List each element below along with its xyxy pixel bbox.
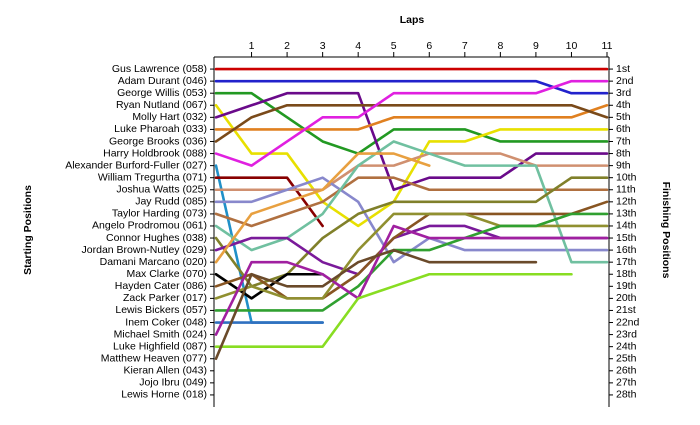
y-tick-label: Molly Hart (032)	[132, 111, 207, 123]
y-tick-label: Lewis Horne (018)	[121, 389, 207, 401]
y2-tick-label: 21st	[616, 304, 636, 316]
y-tick-label: Michael Smith (024)	[114, 328, 207, 340]
y2-tick-label: 8th	[616, 147, 631, 159]
driver-line	[214, 176, 609, 288]
y-tick-label: Joshua Watts (025)	[116, 184, 207, 196]
y2-tick-label: 16th	[616, 244, 637, 256]
y-tick-label: Ryan Nutland (067)	[116, 99, 207, 111]
x-tick-label: 2	[284, 40, 290, 52]
driver-line	[214, 248, 538, 361]
y2-tick-label: 17th	[616, 256, 637, 268]
driver-line	[214, 272, 573, 348]
driver-line	[214, 176, 609, 228]
driver-line	[214, 91, 609, 155]
x-tick-label: 9	[533, 40, 539, 52]
driver-line	[214, 103, 609, 143]
y-tick-label: Connor Hughes (038)	[106, 232, 207, 244]
x-tick-label: 3	[320, 40, 326, 52]
y-tick-label: Kieran Allen (043)	[124, 365, 207, 377]
driver-line	[214, 152, 431, 264]
y2-axis-title: Finishing Positions	[660, 182, 672, 279]
y2-tick-label: 10th	[616, 171, 637, 183]
x-tick-label: 11	[602, 40, 613, 52]
y-tick-label: Angelo Prodromou (061)	[92, 220, 207, 232]
y-tick-label: Matthew Heaven (077)	[101, 353, 207, 365]
chart-title: Laps	[400, 14, 425, 26]
x-tick-label: 7	[462, 40, 468, 52]
x-tick-label: 6	[426, 40, 432, 52]
y-tick-label: Gus Lawrence (058)	[112, 63, 207, 75]
y2-tick-label: 25th	[616, 353, 637, 365]
y-tick-label: Luke Highfield (087)	[113, 340, 207, 352]
y2-tick-label: 14th	[616, 220, 637, 232]
y2-tick-label: 19th	[616, 280, 637, 292]
y2-tick-label: 9th	[616, 159, 631, 171]
y2-tick-label: 24th	[616, 340, 637, 352]
y2-tick-label: 5th	[616, 111, 631, 123]
driver-line	[214, 212, 609, 312]
y-tick-label: Jay Rudd (085)	[135, 196, 207, 208]
y2-tick-label: 23rd	[616, 328, 637, 340]
y2-tick-label: 15th	[616, 232, 637, 244]
x-tick-label: 5	[391, 40, 397, 52]
y-tick-label: William Tregurtha (071)	[98, 171, 207, 183]
y-axis-title: Starting Positions	[22, 185, 34, 275]
y2-tick-label: 6th	[616, 123, 631, 135]
x-tick-label: 8	[497, 40, 503, 52]
driver-line	[214, 103, 609, 131]
x-tick-label: 1	[249, 40, 255, 52]
y2-tick-label: 1st	[616, 63, 630, 75]
y2-tick-label: 22nd	[616, 316, 640, 328]
driver-line	[214, 176, 324, 228]
y-tick-label: Luke Pharoah (033)	[114, 123, 207, 135]
driver-line	[214, 79, 609, 95]
y-tick-label: Inem Coker (048)	[125, 316, 207, 328]
driver-line	[214, 200, 609, 300]
y2-tick-label: 27th	[616, 377, 637, 389]
y2-tick-label: 11th	[616, 184, 636, 196]
y-tick-label: Harry Holdbrook (088)	[103, 147, 207, 159]
y2-tick-label: 4th	[616, 99, 631, 111]
y-tick-label: Alexander Burford-Fuller (027)	[65, 159, 207, 171]
y-tick-label: Max Clarke (070)	[126, 268, 207, 280]
y2-tick-label: 20th	[616, 292, 637, 304]
x-tick-label: 10	[566, 40, 578, 52]
driver-line	[214, 212, 609, 300]
x-tick-label: 4	[355, 40, 361, 52]
y-tick-label: Adam Durant (046)	[118, 75, 207, 87]
y-tick-label: Jordan Brown-Nutley (029)	[82, 244, 207, 256]
y2-tick-label: 7th	[616, 135, 631, 147]
y-tick-label: Hayden Cater (086)	[115, 280, 207, 292]
y2-tick-label: 26th	[616, 365, 637, 377]
y-tick-label: Damani Marcano (020)	[100, 256, 207, 268]
y-tick-label: Jojo Ibru (049)	[139, 377, 207, 389]
y2-tick-label: 28th	[616, 389, 637, 401]
y2-tick-label: 18th	[616, 268, 637, 280]
y2-tick-label: 2nd	[616, 75, 634, 87]
y-tick-label: Lewis Bickers (057)	[115, 304, 207, 316]
y-tick-label: George Willis (053)	[117, 87, 207, 99]
y2-tick-label: 12th	[616, 196, 637, 208]
y-tick-label: Zack Parker (017)	[123, 292, 207, 304]
y-tick-label: George Brooks (036)	[109, 135, 207, 147]
y2-tick-label: 3rd	[616, 87, 631, 99]
driver-line	[214, 79, 609, 167]
y-tick-label: Taylor Harding (073)	[112, 208, 207, 220]
driver-line	[214, 103, 609, 228]
driver-line	[214, 140, 609, 264]
y2-tick-label: 13th	[616, 208, 637, 220]
driver-line	[214, 224, 609, 336]
